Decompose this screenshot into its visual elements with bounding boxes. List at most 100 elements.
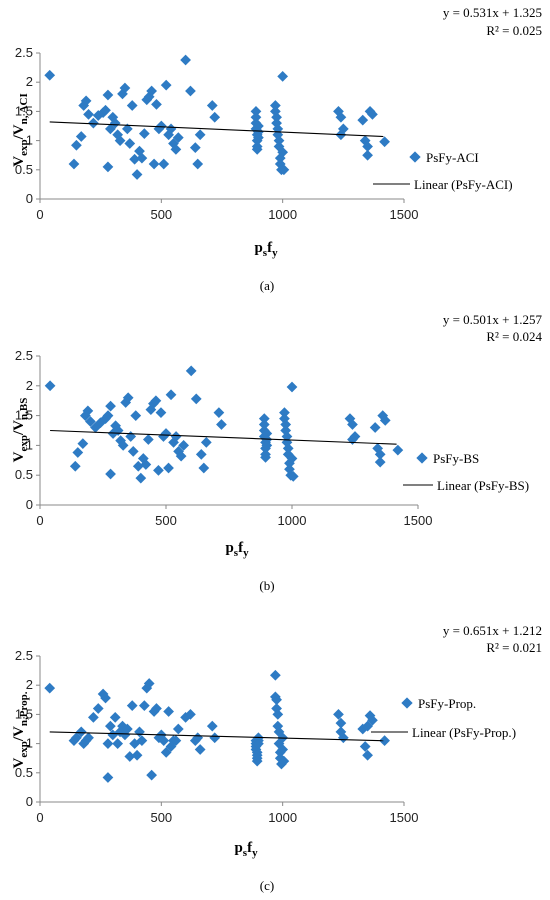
- legend-series-label: PsFy-Prop.: [418, 696, 476, 711]
- data-point: [369, 422, 381, 433]
- legend: PsFy-ACI Linear (PsFy-ACI): [373, 150, 513, 192]
- x-tick-label: 500: [150, 207, 172, 222]
- data-point: [102, 161, 114, 173]
- data-point: [180, 54, 191, 66]
- data-point: [88, 711, 99, 723]
- data-point: [131, 169, 143, 180]
- y-tick-label: 1: [26, 437, 33, 452]
- legend: PsFy-Prop. Linear (PsFy-Prop.): [371, 696, 516, 740]
- panel-caption: (b): [259, 578, 274, 593]
- y-tick-label: 0: [26, 794, 33, 809]
- scatter-chart-a: 0 500 1000 1500 0 0.5 1 1.5 2 2.5 y = 0.531x + 1…: [11, 5, 542, 293]
- x-tick-label: 0: [36, 810, 43, 825]
- x-tick-label: 0: [36, 513, 43, 528]
- data-point: [357, 114, 369, 126]
- data-point: [277, 70, 289, 82]
- data-point: [151, 99, 162, 110]
- chart-panel-c: 0 500 1000 1500 0 0.5 1 1.5 2 2.5 y = 0.651x + 1…: [0, 600, 550, 900]
- data-point: [277, 744, 289, 755]
- data-point: [250, 111, 262, 123]
- x-tick-label: 500: [150, 810, 172, 825]
- y-tick-labels: 0 0.5 1 1.5 2 2.5: [15, 648, 40, 809]
- data-point: [271, 111, 282, 123]
- data-point: [44, 69, 56, 81]
- r-squared-label: R² = 0.024: [486, 329, 542, 344]
- data-point: [258, 413, 270, 424]
- x-tick-label: 500: [155, 513, 177, 528]
- data-point: [44, 380, 56, 392]
- data-point: [281, 431, 293, 442]
- chart-panel-b: 0 500 1000 1500 0 0.5 1 1.5 2 2.5 y = 0.501x + 1…: [0, 300, 550, 600]
- data-point: [77, 438, 89, 449]
- data-point: [347, 419, 358, 430]
- data-point: [286, 381, 298, 393]
- panel-caption: (c): [260, 878, 274, 893]
- legend-series-label: PsFy-BS: [433, 451, 479, 466]
- data-point: [142, 434, 154, 445]
- data-point: [280, 419, 292, 430]
- legend-trend-label: Linear (PsFy-Prop.): [412, 725, 516, 740]
- data-point: [194, 744, 206, 755]
- data-point: [198, 462, 210, 474]
- y-tick-label: 0.5: [15, 162, 33, 177]
- y-tick-label: 2.5: [15, 648, 33, 663]
- data-point: [146, 769, 158, 781]
- data-point: [69, 460, 81, 472]
- data-point: [138, 128, 150, 139]
- data-point: [271, 694, 282, 706]
- data-point: [75, 131, 87, 142]
- data-point: [172, 723, 184, 735]
- data-point: [261, 428, 273, 439]
- data-point: [172, 132, 184, 144]
- data-point: [379, 136, 390, 148]
- data-point: [102, 738, 114, 749]
- data-point: [216, 419, 227, 430]
- data-point: [333, 709, 344, 720]
- data-point: [92, 703, 104, 714]
- data-point: [119, 82, 131, 94]
- y-tick-label: 2: [26, 677, 33, 692]
- data-point: [104, 720, 116, 732]
- data-point: [206, 720, 218, 732]
- data-point: [109, 117, 121, 129]
- data-point: [170, 431, 182, 442]
- data-point: [88, 117, 99, 129]
- data-point: [129, 153, 141, 165]
- data-point: [124, 138, 136, 149]
- y-tick-label: 2: [26, 74, 33, 89]
- y-axis-title: Vexp/Vn,Prop.: [11, 691, 30, 768]
- data-point: [194, 129, 206, 141]
- data-point: [126, 100, 138, 111]
- data-point: [155, 120, 167, 132]
- legend-marker-icon: [401, 697, 413, 709]
- data-point: [124, 751, 136, 762]
- y-tick-labels: 0 0.5 1 1.5 2 2.5: [15, 45, 40, 206]
- data-point: [185, 709, 196, 720]
- data-point: [190, 393, 202, 405]
- data-point: [192, 158, 204, 170]
- data-points: [44, 365, 404, 484]
- y-tick-label: 1.5: [15, 408, 33, 423]
- y-tick-label: 1.5: [15, 103, 33, 118]
- data-point: [349, 431, 361, 442]
- data-point: [175, 450, 187, 462]
- data-point: [277, 146, 289, 158]
- data-point: [282, 443, 294, 454]
- data-point: [392, 444, 404, 456]
- data-point: [170, 143, 182, 155]
- data-point: [155, 407, 167, 418]
- data-point: [374, 448, 386, 460]
- data-point: [335, 111, 347, 123]
- data-point: [362, 749, 373, 761]
- plot-area: 0 500 1000 1500 0 0.5 1 1.5 2 2.5: [15, 348, 433, 528]
- trendline: [49, 731, 384, 742]
- data-point: [72, 447, 84, 458]
- data-point: [83, 108, 94, 120]
- data-point: [134, 726, 145, 738]
- data-point: [44, 682, 56, 694]
- legend-trend-label: Linear (PsFy-ACI): [414, 177, 513, 192]
- data-point: [125, 431, 137, 442]
- data-point: [185, 85, 196, 97]
- data-point: [253, 132, 264, 144]
- r-squared-label: R² = 0.021: [486, 640, 542, 655]
